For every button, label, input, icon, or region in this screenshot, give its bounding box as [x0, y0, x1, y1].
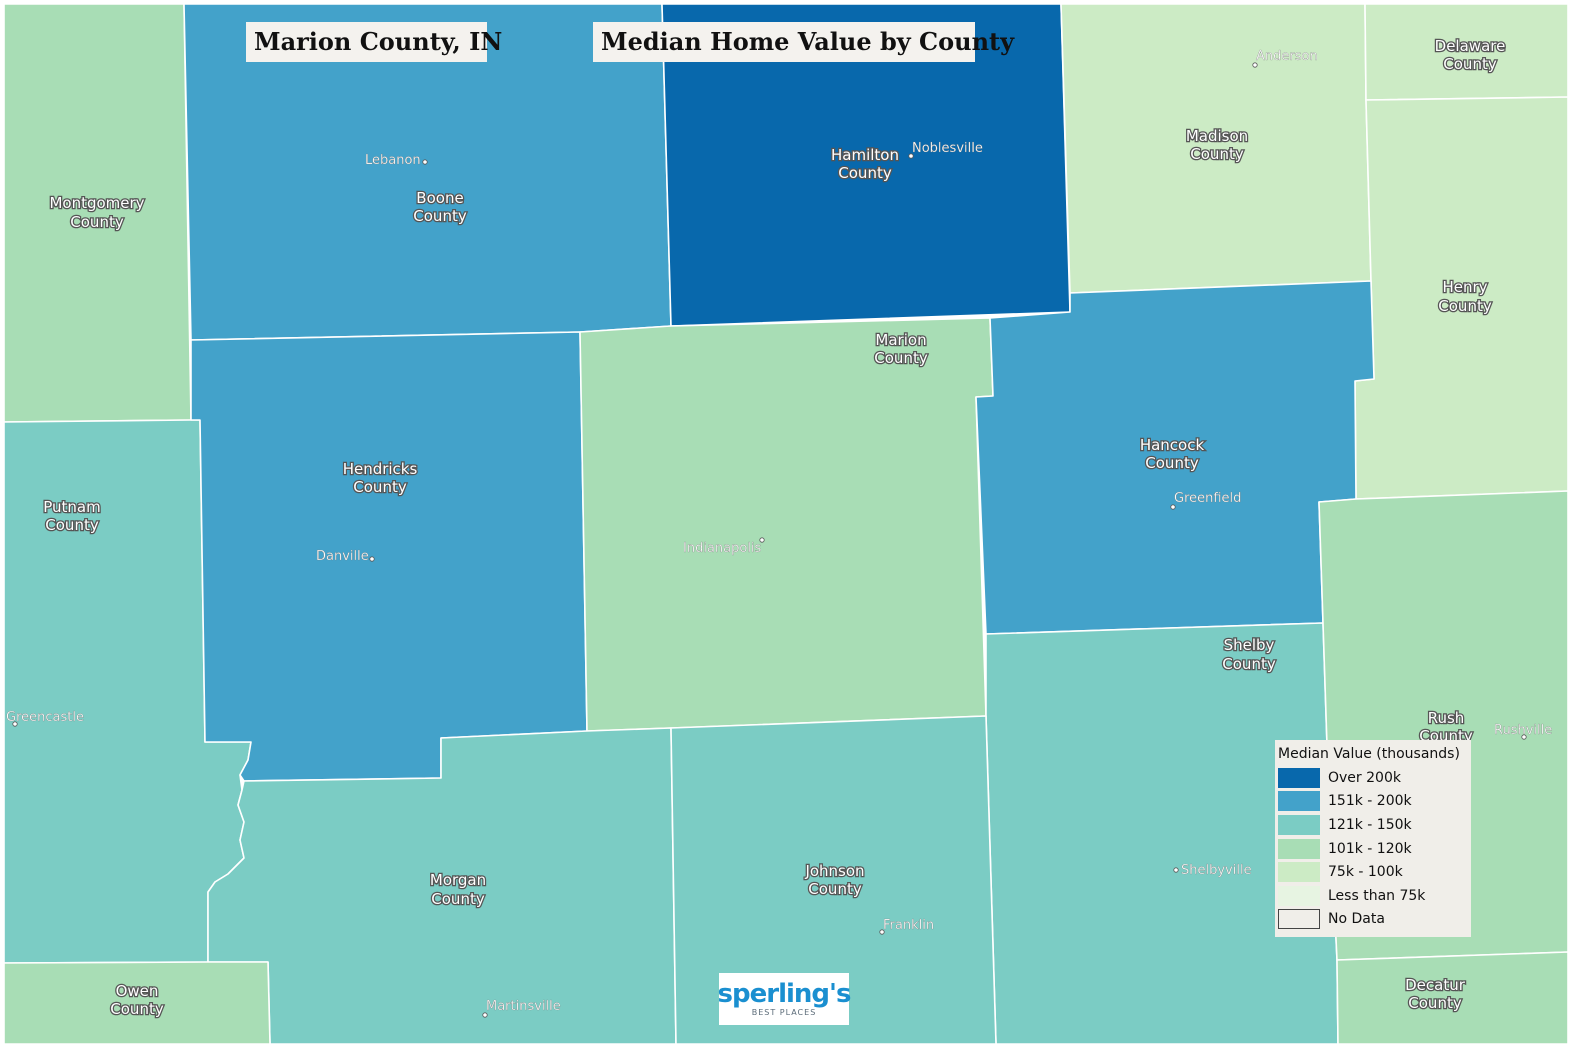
label-delaware: Delaware County	[1435, 37, 1506, 73]
city-label-greenfield: Greenfield	[1174, 491, 1241, 506]
city-franklin[interactable]: Franklin	[880, 918, 934, 934]
label-hamilton: Hamilton County	[831, 146, 899, 182]
legend-swatch	[1278, 815, 1320, 835]
legend-label: No Data	[1328, 911, 1385, 927]
city-noblesville[interactable]: Noblesville	[909, 141, 983, 158]
legend-item: Less than 75k	[1278, 884, 1467, 908]
legend-label: 121k - 150k	[1328, 817, 1412, 833]
map-title-metric: Median Home Value by County	[593, 22, 975, 62]
legend-item: 121k - 150k	[1278, 813, 1467, 837]
legend-item: 75k - 100k	[1278, 860, 1467, 884]
logo-tagline: BEST PLACES	[752, 1008, 817, 1018]
city-shelbyville[interactable]: Shelbyville	[1174, 863, 1252, 878]
label-johnson: Johnson County	[804, 862, 864, 898]
city-label-martinsville: Martinsville	[486, 999, 561, 1014]
city-danville[interactable]: Danville	[316, 549, 374, 564]
city-lebanon[interactable]: Lebanon	[365, 153, 427, 168]
city-label-shelbyville: Shelbyville	[1181, 863, 1252, 878]
legend-label: Less than 75k	[1328, 888, 1425, 904]
city-label-anderson: Anderson	[1256, 49, 1318, 64]
legend-swatch	[1278, 862, 1320, 882]
legend-swatch	[1278, 791, 1320, 811]
city-rushville[interactable]: Rushville	[1494, 723, 1552, 739]
legend-item: No Data	[1278, 908, 1467, 932]
sperlings-logo[interactable]: sperling's BEST PLACES	[719, 973, 849, 1025]
city-label-noblesville: Noblesville	[912, 141, 983, 156]
label-madison: Madison County	[1186, 127, 1248, 163]
legend-item: Over 200k	[1278, 766, 1467, 790]
label-shelby: Shelby County	[1222, 636, 1276, 673]
legend-item: 151k - 200k	[1278, 790, 1467, 814]
city-label-lebanon: Lebanon	[365, 153, 421, 168]
legend-swatch	[1278, 886, 1320, 906]
legend-label: 75k - 100k	[1328, 864, 1403, 880]
county-marion[interactable]	[580, 318, 993, 731]
legend: Median Value (thousands) Over 200k 151k …	[1275, 740, 1471, 937]
legend-label: Over 200k	[1328, 770, 1401, 786]
label-henry: Henry County	[1438, 278, 1492, 315]
label-boone: Boone County	[413, 189, 467, 225]
label-hendricks: Hendricks County	[343, 460, 418, 496]
legend-swatch	[1278, 839, 1320, 859]
legend-title: Median Value (thousands)	[1278, 744, 1467, 766]
legend-item: 101k - 120k	[1278, 837, 1467, 861]
label-decatur: Decatur County	[1405, 976, 1466, 1012]
label-hancock: Hancock County	[1140, 436, 1205, 472]
label-morgan: Morgan County	[430, 871, 486, 908]
city-label-franklin: Franklin	[883, 918, 934, 933]
map-title-location: Marion County, IN	[246, 22, 487, 62]
city-label-danville: Danville	[316, 549, 369, 564]
label-marion: Marion County	[874, 331, 928, 367]
city-indianapolis[interactable]: Indianapolis	[683, 538, 764, 556]
logo-wordmark: sperling's	[718, 980, 851, 1008]
legend-swatch	[1278, 768, 1320, 788]
city-label-indianapolis: Indianapolis	[683, 541, 762, 556]
city-label-rushville: Rushville	[1494, 723, 1552, 738]
city-label-greencastle: Greencastle	[6, 710, 84, 725]
legend-label: 101k - 120k	[1328, 841, 1412, 857]
city-greencastle[interactable]: Greencastle	[6, 710, 84, 726]
legend-swatch	[1278, 909, 1320, 929]
legend-label: 151k - 200k	[1328, 793, 1412, 809]
county-hendricks[interactable]	[191, 332, 587, 781]
label-owen: Owen County	[110, 982, 164, 1018]
label-putnam: Putnam County	[43, 498, 100, 534]
